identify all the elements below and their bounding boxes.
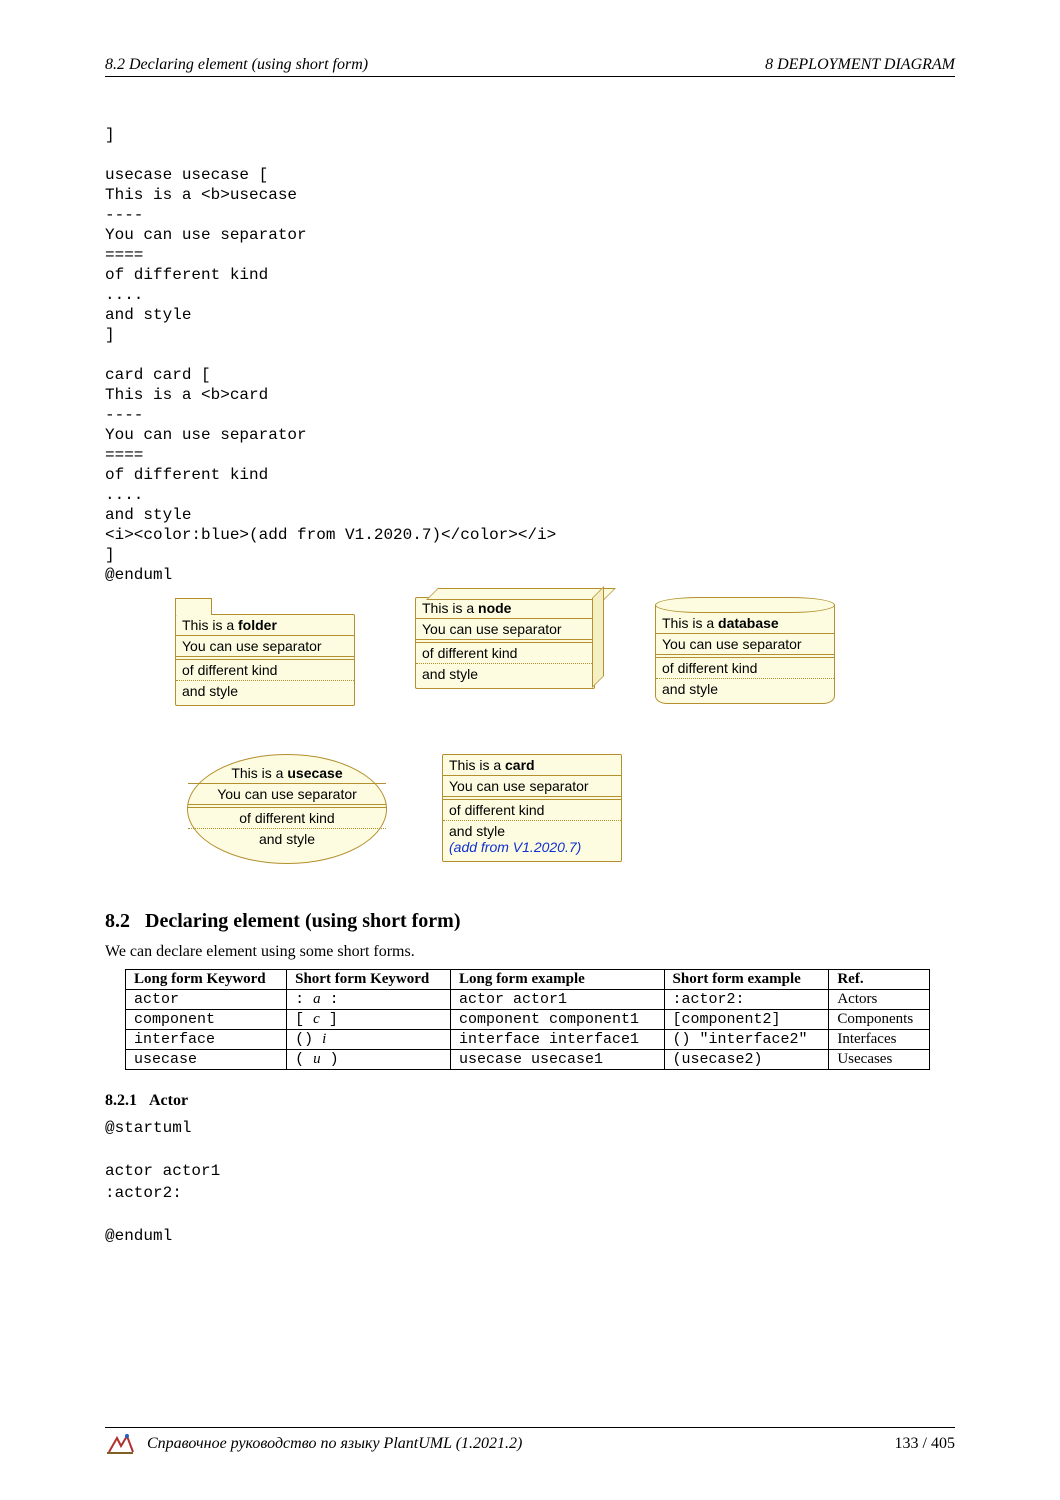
running-header: 8.2 Declaring element (using short form)… [105, 56, 955, 77]
table-row: component[ c ]component component1[compo… [126, 1010, 930, 1030]
footer-text: Справочное руководство по языку PlantUML… [147, 1435, 522, 1453]
diagram-gallery: This is a folder You can use separator o… [105, 597, 955, 864]
section-heading: 8.2 Declaring element (using short form) [105, 910, 955, 933]
diagram-row-2: This is a usecase You can use separator … [105, 754, 955, 864]
page-number: 133 / 405 [895, 1435, 955, 1453]
header-left: 8.2 Declaring element (using short form) [105, 56, 368, 74]
table-row: usecase( u )usecase usecase1(usecase2)Us… [126, 1050, 930, 1070]
diagram-folder: This is a folder You can use separator o… [175, 597, 355, 706]
table-row: interface() iinterface interface1() "int… [126, 1030, 930, 1050]
diagram-database: This is a database You can use separator… [655, 597, 835, 706]
table-row: actor: a :actor actor1:actor2:Actors [126, 990, 930, 1010]
page-footer: Справочное руководство по языку PlantUML… [105, 1427, 955, 1456]
plantuml-logo-icon [105, 1432, 137, 1456]
section-intro: We can declare element using some short … [105, 943, 955, 961]
diagram-row-1: This is a folder You can use separator o… [105, 597, 955, 706]
page: 8.2 Declaring element (using short form)… [0, 0, 1060, 1500]
diagram-node: This is a node You can use separator of … [415, 597, 595, 706]
shortform-table: Long form Keyword Short form Keyword Lon… [125, 969, 930, 1070]
diagram-usecase: This is a usecase You can use separator … [187, 754, 387, 864]
code-listing-2: @startuml actor actor1 :actor2: @enduml [105, 1118, 955, 1248]
subsection-heading: 8.2.1 Actor [105, 1092, 955, 1110]
folder-tab [175, 598, 212, 615]
table-header-row: Long form Keyword Short form Keyword Lon… [126, 970, 930, 990]
diagram-card: This is a card You can use separator of … [442, 754, 622, 864]
header-right: 8 DEPLOYMENT DIAGRAM [765, 56, 955, 74]
code-listing-1: ] usecase usecase [ This is a <b>usecase… [105, 125, 955, 585]
